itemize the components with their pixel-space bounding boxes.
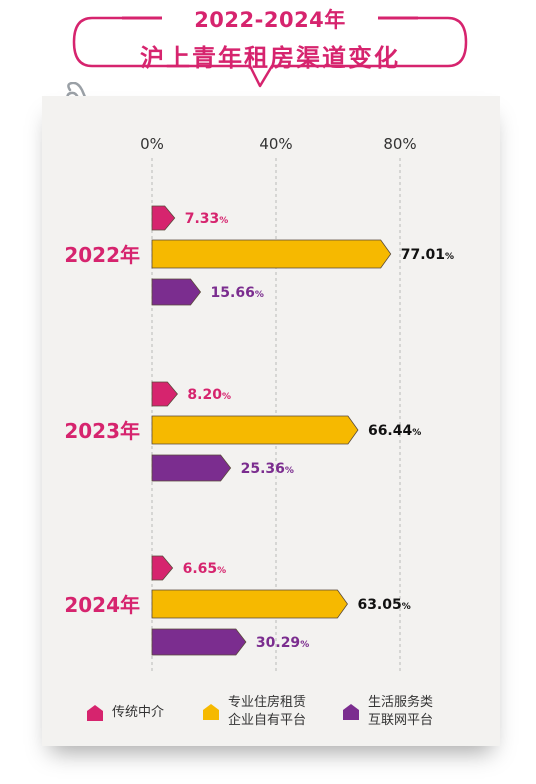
legend-item-traditional: 传统中介 [86, 704, 164, 722]
data-label: 63.05% [357, 597, 410, 613]
category-label: 2023年 [64, 419, 140, 443]
category-label: 2024年 [64, 593, 140, 617]
legend-label: 传统中介 [112, 705, 165, 720]
bar-mark [151, 239, 392, 269]
data-label: 15.66% [211, 285, 264, 301]
speech-bubble-outline [72, 16, 468, 88]
data-label: 7.33% [185, 211, 229, 227]
legend: 传统中介 专业住房租赁 企业自有平台 生活服务类 互联网平台 [42, 690, 500, 740]
x-tick-label: 40% [259, 135, 292, 153]
title-banner: 2022-2024年 沪上青年租房渠道变化 [70, 4, 470, 90]
x-tick-label: 80% [383, 135, 416, 153]
data-label: 6.65% [183, 561, 227, 577]
bar-mark [151, 415, 359, 445]
bar-mark [151, 381, 178, 407]
title-years: 2022-2024年 [194, 8, 346, 32]
data-label: 30.29% [256, 635, 309, 651]
chart-title: 沪上青年租房渠道变化 [140, 44, 400, 72]
data-label: 8.20% [187, 387, 231, 403]
bar-mark [151, 205, 176, 231]
bar-mark [151, 589, 348, 619]
bar-mark [151, 278, 202, 306]
bar-mark [151, 454, 232, 482]
legend-item-professional: 专业住房租赁 企业自有平台 [202, 694, 306, 730]
pentagon-icon [343, 704, 359, 720]
legend-item-platform: 生活服务类 互联网平台 [342, 694, 433, 730]
legend-label: 生活服务类 互联网平台 [368, 695, 434, 728]
bar-mark [151, 628, 247, 656]
legend-label: 专业住房租赁 企业自有平台 [228, 695, 307, 728]
chart-card: 0% 40% 80% 2022年 7.33% 77.01% 15.66% 2023年 8.20%… [42, 96, 500, 746]
bar-chart: 0% 40% 80% 2022年 7.33% 77.01% 15.66% 2023年 8.20%… [64, 135, 454, 671]
pentagon-icon [87, 705, 103, 721]
data-label: 77.01% [401, 247, 454, 263]
category-label: 2022年 [64, 243, 140, 267]
bar-mark [151, 555, 174, 581]
data-label: 66.44% [368, 423, 421, 439]
data-label: 25.36% [241, 461, 294, 477]
pentagon-icon [203, 704, 219, 720]
x-tick-label: 0% [140, 135, 164, 153]
